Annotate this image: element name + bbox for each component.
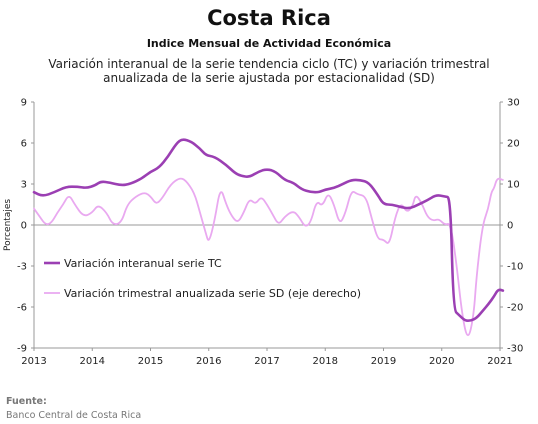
chart-subtitle: Indice Mensual de Actividad Económica [146, 37, 392, 50]
right-tick-label: 10 [507, 180, 520, 191]
x-tick-label: 2016 [196, 356, 221, 367]
right-tick-label: 20 [507, 139, 520, 150]
right-tick-label: -30 [507, 344, 523, 355]
x-tick-label: 2018 [313, 356, 338, 367]
chart-description: Variación interanual de la serie tendenc… [48, 57, 490, 85]
left-tick-label: 9 [21, 98, 27, 109]
legend-label-sd: Variación trimestral anualizada serie SD… [64, 287, 361, 300]
y-axis-label: Porcentajes [3, 199, 13, 251]
x-tick-label: 2019 [371, 356, 396, 367]
x-tick-label: 2013 [21, 356, 46, 367]
right-tick-label: -10 [507, 262, 523, 273]
x-tick-label: 2021 [487, 356, 512, 367]
x-tick-label: 2015 [138, 356, 163, 367]
left-tick-label: -9 [17, 344, 27, 355]
left-tick-label: -6 [17, 303, 27, 314]
right-tick-label: 30 [507, 98, 520, 109]
left-tick-label: -3 [17, 262, 27, 273]
series-sd-line [33, 177, 504, 337]
left-tick-label: 0 [21, 221, 27, 232]
x-tick-label: 2020 [429, 356, 454, 367]
footer-source: Banco Central de Costa Rica [6, 410, 142, 421]
left-tick-label: 3 [21, 180, 27, 191]
legend-label-tc: Variación interanual serie TC [64, 257, 222, 270]
right-tick-label: -20 [507, 303, 523, 314]
left-tick-label: 6 [21, 139, 27, 150]
chart-title: Costa Rica [207, 6, 331, 30]
right-tick-label: 0 [507, 221, 513, 232]
series-tc-line [32, 138, 505, 322]
x-tick-label: 2017 [254, 356, 279, 367]
footer-label: Fuente: [6, 396, 47, 407]
x-tick-label: 2014 [80, 356, 105, 367]
